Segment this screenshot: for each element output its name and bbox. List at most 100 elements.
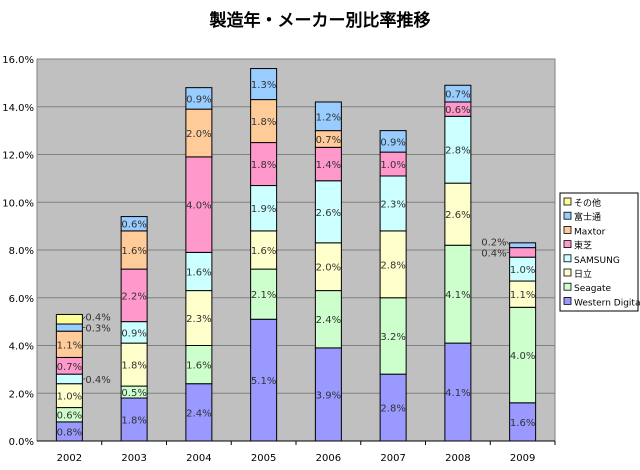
- data-label: 1.4%: [316, 160, 341, 171]
- data-label: 4.0%: [510, 351, 535, 362]
- data-label: 3.2%: [380, 332, 405, 343]
- bar-segment: [444, 84, 472, 103]
- data-label: 1.8%: [121, 361, 146, 372]
- data-label: 0.7%: [57, 362, 82, 373]
- legend-label: Maxtor: [574, 227, 606, 237]
- legend-label: SAMSUNG: [574, 256, 620, 266]
- data-label: 0.6%: [121, 220, 146, 231]
- y-tick-label: 14.0%: [2, 103, 34, 114]
- bar-segment: [55, 330, 83, 358]
- data-label: 1.8%: [251, 160, 276, 171]
- bar-segment: [444, 182, 472, 246]
- legend-label: Western Digital: [574, 298, 640, 308]
- data-label: 3.9%: [316, 390, 341, 401]
- x-tick-label: 2005: [251, 453, 276, 464]
- x-tick-label: 2007: [380, 453, 405, 464]
- data-label: 2.8%: [380, 260, 405, 271]
- data-label: 0.2%: [481, 237, 506, 248]
- y-tick-label: 0.0%: [9, 437, 34, 448]
- legend-swatch: [563, 296, 572, 305]
- bar-segment: [250, 230, 278, 270]
- data-label: 1.6%: [121, 246, 146, 257]
- bar-segment: [509, 242, 537, 249]
- data-label: 1.6%: [510, 418, 535, 429]
- legend-swatch: [563, 211, 572, 220]
- bar-segment: [379, 297, 407, 375]
- data-label: 4.1%: [445, 290, 470, 301]
- y-tick-label: 4.0%: [9, 342, 34, 353]
- x-tick-label: 2002: [57, 453, 82, 464]
- data-label: 1.1%: [510, 290, 535, 301]
- data-label: 0.6%: [445, 105, 470, 116]
- legend-label: Seagate: [574, 284, 612, 294]
- bar-segment: [379, 130, 407, 153]
- data-label: 4.1%: [445, 388, 470, 399]
- data-label: 0.3%: [85, 324, 110, 335]
- data-label: 2.3%: [380, 199, 405, 210]
- y-tick-label: 12.0%: [2, 151, 34, 162]
- data-label: 1.6%: [186, 267, 211, 278]
- y-tick-label: 16.0%: [2, 55, 34, 66]
- data-label: 0.4%: [85, 313, 110, 324]
- data-label: 1.0%: [380, 160, 405, 171]
- bar-segment: [250, 68, 278, 101]
- data-label: 0.9%: [186, 94, 211, 105]
- data-label: 1.6%: [186, 361, 211, 372]
- data-label: 2.8%: [380, 404, 405, 415]
- data-label: 0.7%: [316, 135, 341, 146]
- legend-swatch: [563, 240, 572, 249]
- bar-segment: [314, 180, 342, 244]
- bar-segment: [509, 402, 537, 442]
- bar-segment: [55, 323, 83, 332]
- y-tick-label: 8.0%: [9, 246, 34, 257]
- x-tick-label: 2003: [121, 453, 146, 464]
- y-tick-label: 6.0%: [9, 294, 34, 305]
- x-tick-label: 2009: [510, 453, 535, 464]
- data-label: 2.1%: [251, 290, 276, 301]
- x-tick-label: 2006: [316, 453, 341, 464]
- legend-label: 日立: [574, 268, 592, 280]
- data-label: 1.6%: [251, 246, 276, 257]
- legend-swatch: [563, 282, 572, 291]
- bar-segment: [314, 242, 342, 292]
- legend-swatch: [563, 268, 572, 277]
- bar-segment: [314, 146, 342, 182]
- legend-swatch: [563, 225, 572, 234]
- data-label: 5.1%: [251, 376, 276, 387]
- data-label: 2.8%: [445, 146, 470, 157]
- legend-swatch: [563, 254, 572, 263]
- chart-title: 製造年・メーカー別比率推移: [209, 10, 431, 31]
- data-label: 1.8%: [251, 117, 276, 128]
- data-label: 0.8%: [57, 427, 82, 438]
- x-tick-label: 2008: [445, 453, 470, 464]
- data-label: 2.4%: [316, 315, 341, 326]
- data-label: 1.9%: [251, 204, 276, 215]
- data-label: 0.9%: [380, 137, 405, 148]
- bar-segment: [55, 313, 83, 325]
- data-label: 1.3%: [251, 80, 276, 91]
- data-label: 1.1%: [57, 340, 82, 351]
- bar-segment: [55, 373, 83, 385]
- data-label: 2.3%: [186, 314, 211, 325]
- bar-segment: [444, 342, 472, 442]
- data-label: 4.0%: [186, 201, 211, 212]
- data-label: 2.2%: [121, 291, 146, 302]
- data-label: 0.6%: [57, 411, 82, 422]
- data-label: 0.5%: [121, 388, 146, 399]
- bar-segment: [185, 87, 213, 110]
- bar-segment: [314, 101, 342, 132]
- data-label: 2.6%: [445, 210, 470, 221]
- data-label: 0.9%: [121, 328, 146, 339]
- data-label: 2.0%: [186, 129, 211, 140]
- data-label: 2.0%: [316, 263, 341, 274]
- legend-label: 東芝: [574, 240, 592, 252]
- data-label: 0.7%: [445, 90, 470, 101]
- bar-segment: [185, 108, 213, 158]
- data-label-leader: [506, 241, 510, 246]
- x-tick-label: 2004: [186, 453, 211, 464]
- data-label: 0.4%: [481, 248, 506, 259]
- bar-segment: [250, 99, 278, 144]
- legend-box: [559, 192, 639, 312]
